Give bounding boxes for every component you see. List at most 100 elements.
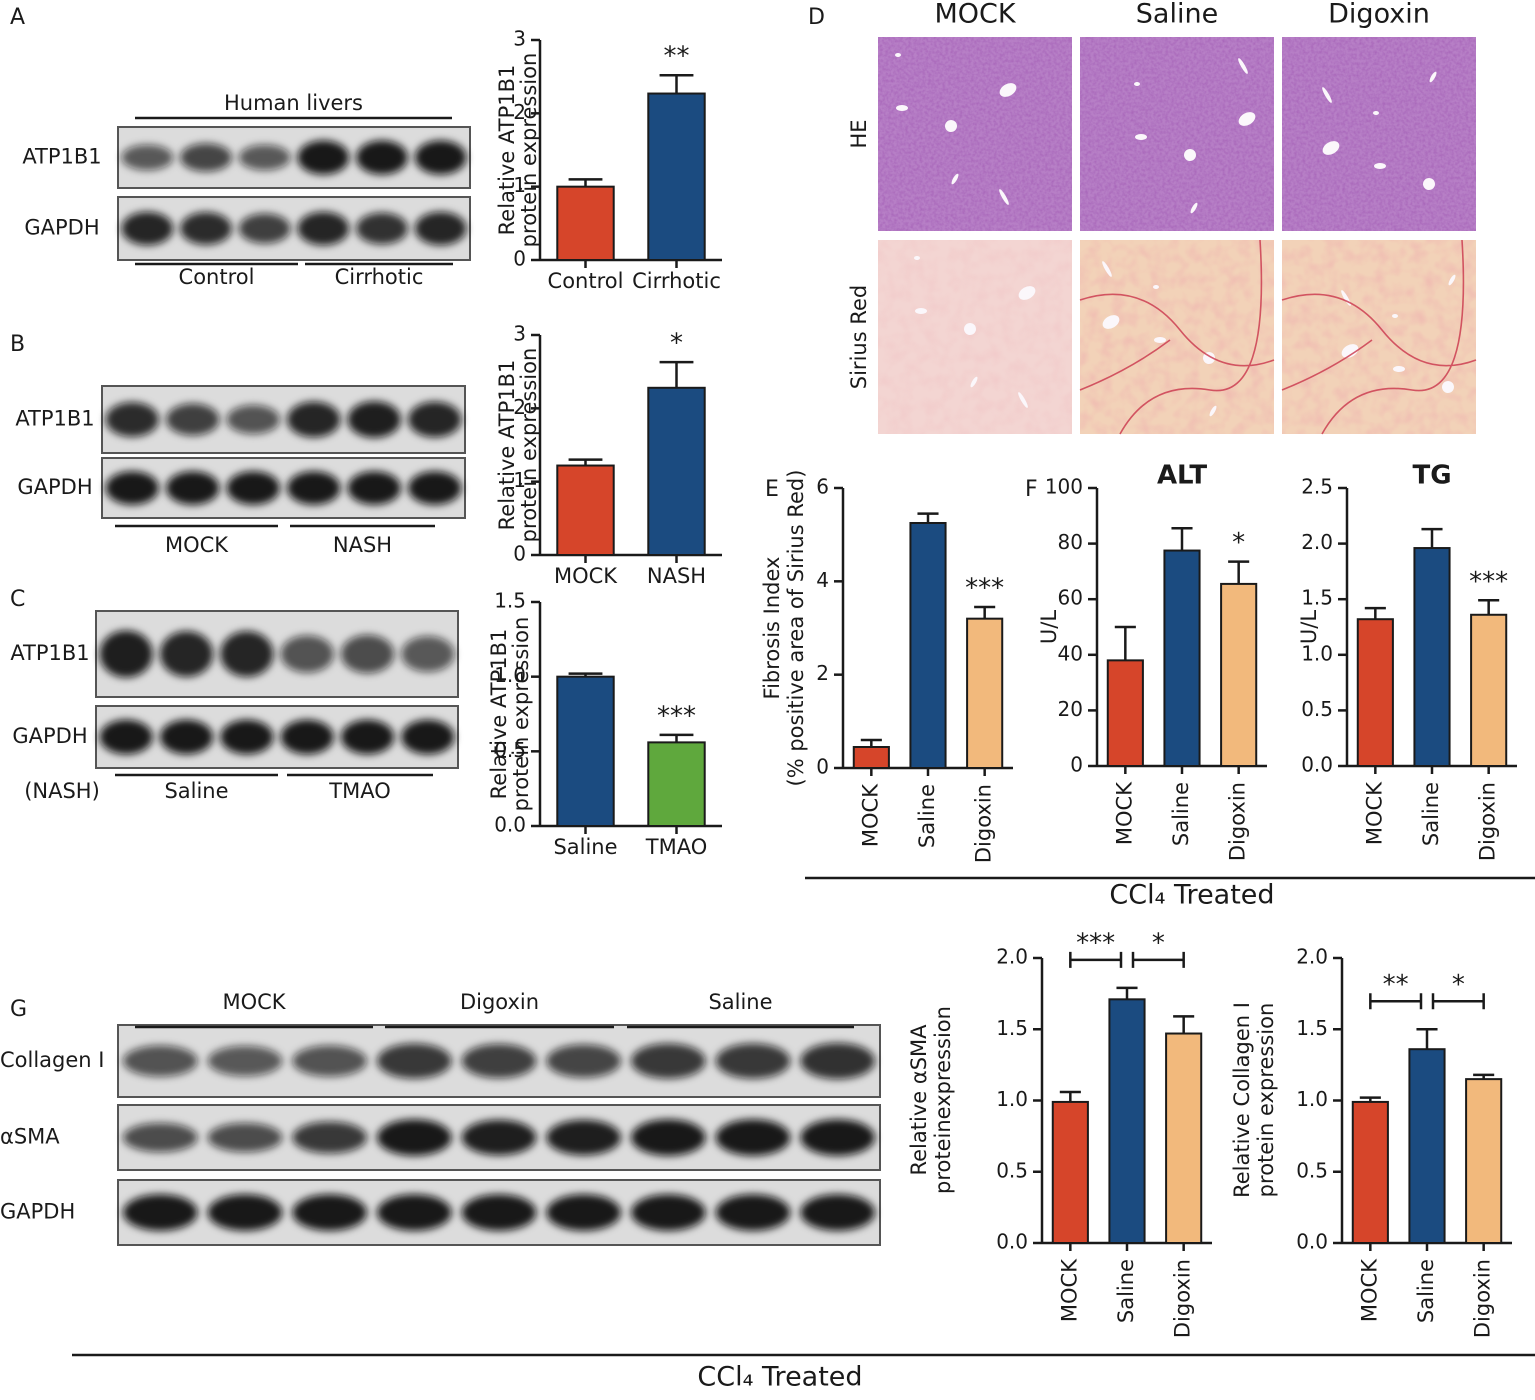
micrograph-texture bbox=[878, 37, 1072, 231]
vessel bbox=[915, 308, 927, 314]
y-axis-label: Relative Collagen I bbox=[1230, 1002, 1254, 1198]
blot-band bbox=[340, 719, 395, 755]
comparison-bracket bbox=[1431, 993, 1485, 1010]
y-tick-label: 2 bbox=[513, 100, 526, 124]
y-axis-label: U/L bbox=[1297, 610, 1321, 644]
blot-header: Human livers bbox=[224, 91, 363, 115]
vessel bbox=[1134, 82, 1140, 86]
y-tick-label: 0 bbox=[816, 755, 829, 779]
micrograph-texture bbox=[878, 240, 1072, 434]
y-tick-label: 2.0 bbox=[1301, 530, 1333, 554]
y-tick-label: 2.5 bbox=[1301, 475, 1333, 499]
blot-band bbox=[220, 631, 274, 677]
column-label: MOCK bbox=[934, 0, 1016, 30]
comparison-label: *** bbox=[1076, 928, 1115, 958]
band-label: GAPDH bbox=[24, 216, 99, 240]
blot-band bbox=[297, 140, 350, 175]
blot-band bbox=[800, 1119, 875, 1156]
x-tick-label: Digoxin bbox=[1171, 1259, 1195, 1338]
vessel bbox=[1393, 366, 1405, 372]
blot-band bbox=[105, 471, 159, 505]
comparison-bracket bbox=[1131, 951, 1185, 968]
row-label: HE bbox=[847, 119, 871, 148]
blot-band bbox=[347, 471, 401, 505]
y-tick-label: 0.5 bbox=[1301, 697, 1333, 721]
y-axis-label: protein expression bbox=[517, 53, 541, 248]
blot-band bbox=[377, 1119, 452, 1156]
bar bbox=[647, 386, 706, 556]
blot-band bbox=[159, 631, 214, 677]
y-axis-label: protein expression bbox=[517, 348, 541, 543]
bar bbox=[1106, 659, 1144, 767]
blot-band bbox=[99, 630, 153, 678]
y-axis-label: Fibrosis Index bbox=[760, 557, 784, 700]
error-bar bbox=[1364, 606, 1386, 620]
blot-band bbox=[292, 1194, 367, 1231]
y-tick-label: 6 bbox=[816, 475, 829, 499]
vessel bbox=[1238, 112, 1256, 126]
x-tick-label: Saline bbox=[915, 784, 939, 848]
blot-band bbox=[99, 719, 153, 755]
y-axis-label: U/L bbox=[1037, 610, 1061, 644]
bar bbox=[556, 675, 615, 828]
panel-label: C bbox=[10, 587, 25, 612]
blot-band bbox=[631, 1043, 706, 1079]
y-tick-label: 0.5 bbox=[996, 1158, 1028, 1182]
y-tick-label: 0 bbox=[1070, 753, 1083, 777]
bar bbox=[1351, 1100, 1389, 1245]
significance-label: *** bbox=[965, 574, 1004, 604]
chart-title: TG bbox=[1412, 461, 1451, 491]
x-tick-label: Digoxin bbox=[1471, 1259, 1495, 1338]
blot-band bbox=[546, 1119, 621, 1156]
vessel bbox=[1423, 178, 1435, 190]
blot-band bbox=[461, 1194, 537, 1231]
blot-band bbox=[414, 211, 467, 246]
row-label: Sirius Red bbox=[847, 285, 871, 389]
blot-band bbox=[461, 1043, 537, 1079]
x-tick-label: Cirrhotic bbox=[632, 269, 721, 293]
vessel bbox=[1209, 405, 1217, 417]
blot-band bbox=[377, 1043, 452, 1079]
y-tick-label: 1.0 bbox=[494, 663, 526, 687]
error-bar bbox=[1359, 1096, 1381, 1102]
blot-band bbox=[226, 471, 280, 505]
y-axis-label: Relative αSMA bbox=[907, 1024, 931, 1176]
error-bar bbox=[1114, 625, 1136, 661]
y-tick-label: 1.0 bbox=[996, 1087, 1028, 1111]
band-label: αSMA bbox=[0, 1125, 60, 1149]
footer-label: CCl₄ Treated bbox=[1109, 880, 1274, 911]
x-tick-label: Saline bbox=[1419, 782, 1443, 846]
panel-label: G bbox=[10, 997, 27, 1022]
blot-band bbox=[121, 211, 174, 246]
bar bbox=[556, 464, 615, 556]
band-label: GAPDH bbox=[17, 475, 92, 499]
y-tick-label: 3 bbox=[513, 27, 526, 51]
panel-label: B bbox=[10, 332, 25, 357]
error-bar bbox=[659, 73, 694, 94]
x-tick-label: Saline bbox=[553, 835, 617, 859]
comparison-label: * bbox=[1452, 970, 1465, 1000]
error-bar bbox=[1173, 1015, 1195, 1034]
y-tick-label: 1.0 bbox=[1296, 1087, 1328, 1111]
band-label: ATP1B1 bbox=[15, 407, 94, 431]
y-tick-label: 80 bbox=[1058, 530, 1083, 554]
blot-band bbox=[123, 1194, 198, 1231]
bar bbox=[1220, 582, 1258, 767]
y-axis-label: Relative ATP1B1 bbox=[495, 360, 519, 531]
x-tick-label: MOCK bbox=[554, 564, 618, 588]
group-label: Saline bbox=[708, 990, 772, 1014]
blot-band bbox=[715, 1194, 791, 1231]
blot-band bbox=[207, 1194, 283, 1231]
vessel bbox=[945, 120, 957, 132]
error-bar bbox=[1171, 527, 1193, 551]
blot-frame bbox=[101, 457, 466, 519]
vessel bbox=[1442, 381, 1454, 393]
vessel bbox=[914, 256, 920, 260]
vessel bbox=[1373, 111, 1379, 115]
x-tick-label: MOCK bbox=[1362, 781, 1386, 845]
blot-band bbox=[180, 212, 232, 245]
bar bbox=[1051, 1100, 1089, 1245]
x-tick-label: Saline bbox=[1169, 782, 1193, 846]
column-label: Digoxin bbox=[1328, 0, 1430, 30]
